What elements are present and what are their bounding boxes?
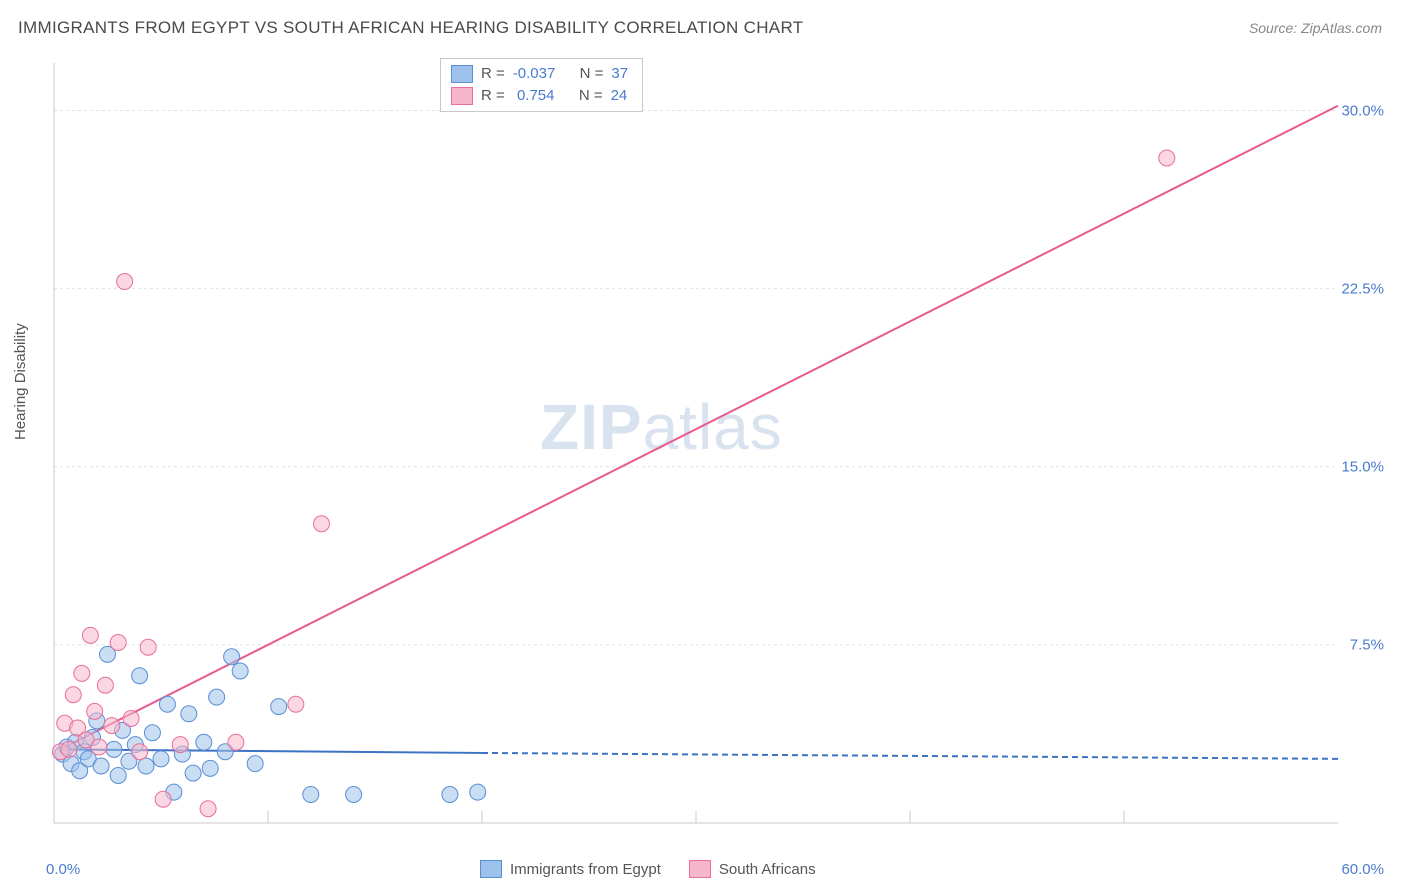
swatch-egypt-bottom: [480, 860, 502, 878]
source-attribution: Source: ZipAtlas.com: [1249, 20, 1382, 36]
y-tick-label: 7.5%: [1350, 636, 1384, 653]
swatch-sa-bottom: [689, 860, 711, 878]
n-value-sa: 24: [611, 85, 628, 107]
x-axis-min: 0.0%: [46, 861, 80, 878]
legend-item-sa: South Africans: [689, 860, 816, 878]
chart-title: IMMIGRANTS FROM EGYPT VS SOUTH AFRICAN H…: [18, 18, 803, 38]
r-value-sa: 0.754: [513, 85, 555, 107]
legend-label-egypt: Immigrants from Egypt: [510, 861, 661, 878]
legend-item-egypt: Immigrants from Egypt: [480, 860, 661, 878]
n-value-egypt: 37: [611, 63, 628, 85]
r-label: R =: [481, 63, 505, 85]
n-label: N =: [579, 85, 603, 107]
r-value-egypt: -0.037: [513, 63, 556, 85]
y-tick-label: 30.0%: [1341, 102, 1384, 119]
legend-row-egypt: R = -0.037 N = 37: [451, 63, 628, 85]
legend-label-sa: South Africans: [719, 861, 816, 878]
series-legend: Immigrants from Egypt South Africans: [480, 860, 816, 878]
x-axis-max: 60.0%: [1341, 861, 1384, 878]
correlation-legend: R = -0.037 N = 37 R = 0.754 N = 24: [440, 58, 643, 112]
swatch-egypt: [451, 65, 473, 83]
y-axis-label: Hearing Disability: [12, 323, 29, 440]
swatch-sa: [451, 87, 473, 105]
scatter-plot: [46, 55, 1346, 845]
n-label: N =: [580, 63, 604, 85]
r-label: R =: [481, 85, 505, 107]
y-tick-label: 22.5%: [1341, 280, 1384, 297]
legend-row-sa: R = 0.754 N = 24: [451, 85, 628, 107]
y-tick-label: 15.0%: [1341, 458, 1384, 475]
